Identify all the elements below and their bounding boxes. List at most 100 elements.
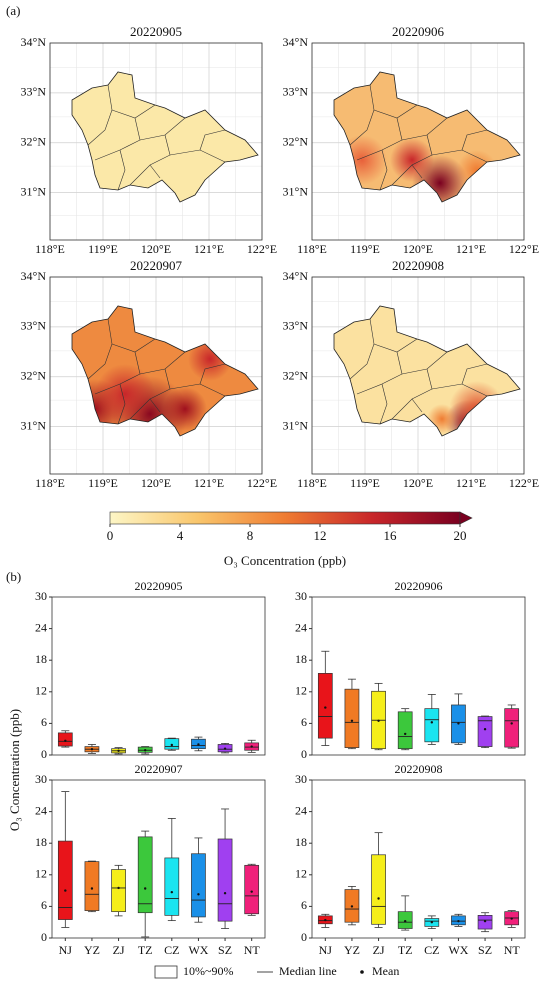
y-tick-label: 24 <box>295 620 307 634</box>
box <box>344 688 360 748</box>
legend-dot <box>360 970 364 974</box>
mean-dot <box>457 919 460 923</box>
mean-dot <box>197 893 200 896</box>
x-tick-label: 122°E <box>247 476 277 490</box>
y-tick-label: 18 <box>35 652 47 666</box>
boundary <box>379 383 388 425</box>
mean-dot <box>483 727 487 731</box>
boundary <box>87 318 113 380</box>
mean-dot <box>430 921 434 924</box>
legend-label: Mean <box>372 964 399 978</box>
box <box>244 864 260 915</box>
plot-frame <box>311 779 526 939</box>
boundary <box>461 129 488 151</box>
box <box>84 861 100 911</box>
y-tick-label: 31°N <box>21 184 47 198</box>
y-tick-label: 30 <box>295 772 307 786</box>
y-tick-label: 34°N <box>21 269 47 283</box>
x-tick-label: ZJ <box>373 943 385 957</box>
boundary <box>129 134 171 186</box>
hotspot <box>163 387 207 431</box>
y-tick-label: 31°N <box>283 184 309 198</box>
x-tick-label: 119°E <box>350 242 380 256</box>
x-tick-label: TZ <box>138 943 153 957</box>
x-tick-label: 120°E <box>403 476 433 490</box>
mean-dot <box>223 892 227 895</box>
y-tick-label: 24 <box>295 803 307 817</box>
map-title: 20220906 <box>392 24 445 39</box>
mean-dot <box>483 919 487 923</box>
map-title: 20220905 <box>130 24 182 39</box>
box <box>57 732 73 747</box>
x-tick-label: 118°E <box>35 476 65 490</box>
y-axis-label: O₃ Concentration (ppb) <box>7 709 22 831</box>
map-frame <box>311 42 525 241</box>
y-tick-label: 6 <box>41 715 47 729</box>
mean-dot <box>377 719 380 722</box>
y-tick-label: 6 <box>301 715 307 729</box>
region-outline <box>71 71 259 203</box>
x-tick-label: 121°E <box>456 242 486 256</box>
box <box>424 708 440 743</box>
boundary <box>461 363 488 385</box>
x-tick-label: CZ <box>424 943 439 957</box>
y-tick-label: 31°N <box>21 418 47 432</box>
boundary <box>117 149 126 191</box>
mean-dot <box>64 739 67 742</box>
chart-title: 20220907 <box>135 762 183 776</box>
colorbar <box>109 511 461 525</box>
y-tick-label: 34°N <box>283 35 309 49</box>
x-tick-label: YZ <box>344 943 360 957</box>
region-outline <box>333 71 521 203</box>
mean-dot <box>90 748 94 751</box>
colorbar-tick-label: 4 <box>177 528 184 543</box>
box <box>371 854 386 925</box>
y-tick-label: 30 <box>35 589 47 603</box>
y-tick-label: 33°N <box>283 85 309 99</box>
mean-dot <box>350 719 354 722</box>
x-tick-label: NJ <box>319 943 333 957</box>
mean-dot <box>117 886 120 890</box>
chart-title: 20220906 <box>395 579 443 593</box>
y-tick-label: 32°N <box>283 368 309 382</box>
legend-label: Median line <box>279 964 337 978</box>
boundary <box>199 129 226 151</box>
mean-dot <box>403 919 407 923</box>
x-tick-label: WX <box>188 943 208 957</box>
boundary <box>199 363 226 385</box>
x-tick-label: 122°E <box>247 242 277 256</box>
x-tick-label: NT <box>244 943 261 957</box>
box <box>191 853 206 918</box>
x-tick-label: SZ <box>218 943 232 957</box>
boundary <box>411 398 423 413</box>
mean-dot <box>170 890 174 894</box>
mean-dot <box>197 743 200 746</box>
y-tick-label: 12 <box>35 684 47 698</box>
box <box>164 857 180 916</box>
y-tick-label: 24 <box>35 620 47 634</box>
y-tick-label: 18 <box>295 835 307 849</box>
x-tick-label: 122°E <box>509 242 539 256</box>
boundary <box>349 84 375 146</box>
boundary <box>117 383 126 425</box>
panel-label: (a) <box>6 3 20 18</box>
x-tick-label: 118°E <box>297 242 327 256</box>
y-tick-label: 12 <box>295 867 307 881</box>
mean-dot <box>223 747 227 750</box>
chart-title: 20220908 <box>395 762 443 776</box>
boundary <box>149 398 161 413</box>
box <box>111 869 126 913</box>
y-tick-label: 18 <box>35 835 47 849</box>
plot-frame <box>311 596 526 756</box>
x-tick-label: SZ <box>478 943 492 957</box>
mean-dot <box>377 897 380 900</box>
colorbar-title: O₃ Concentration (ppb) <box>224 553 346 568</box>
x-tick-label: 120°E <box>141 242 171 256</box>
y-tick-label: 6 <box>41 898 47 912</box>
map-title: 20220907 <box>130 258 183 273</box>
y-tick-label: 33°N <box>21 319 47 333</box>
colorbar-tick-label: 20 <box>454 528 467 543</box>
mean-dot <box>324 918 327 922</box>
map-title: 20220908 <box>392 258 444 273</box>
